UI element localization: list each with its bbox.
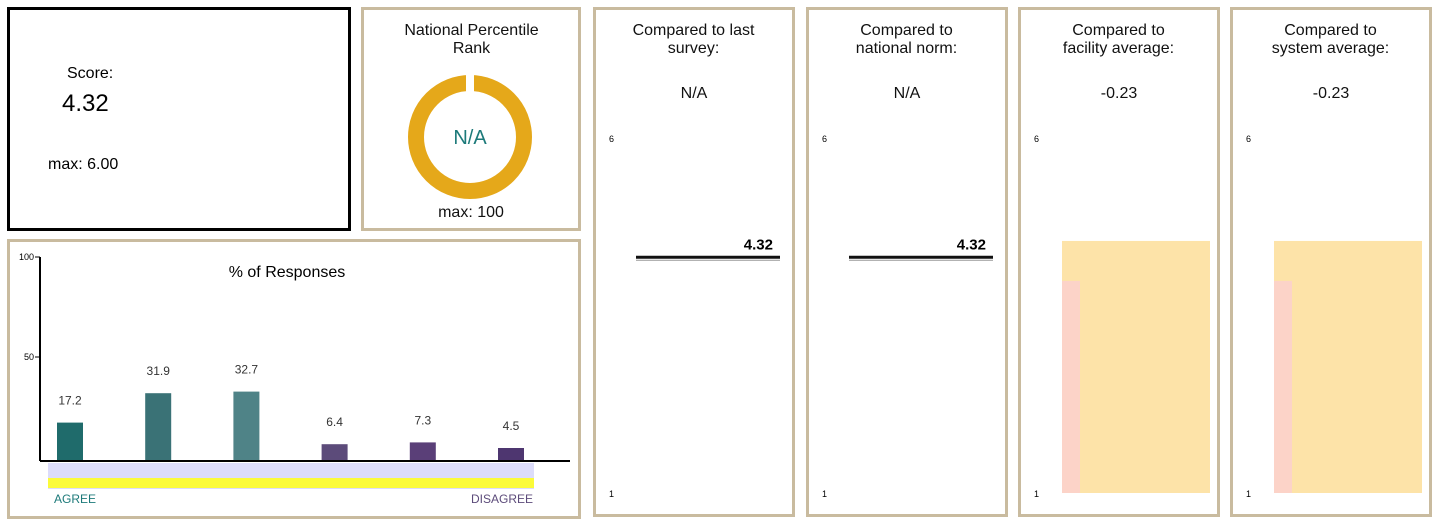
score-max: max: 6.00 <box>48 156 119 173</box>
bar-value-label: 17.2 <box>58 394 82 408</box>
bar <box>409 442 436 460</box>
comparison-value: N/A <box>680 85 708 102</box>
bar <box>57 422 83 460</box>
comparison-value: -0.23 <box>1100 85 1138 102</box>
y-tick-label: 1 <box>1246 489 1251 499</box>
donut-gap <box>466 75 474 93</box>
y-tick-label: 6 <box>822 134 827 144</box>
average-bar <box>1062 240 1210 493</box>
comparison-panel: Compared to national norm: N/A <box>806 7 1008 517</box>
y-tick-label: 6 <box>1034 134 1039 144</box>
comparison-title: Compared to national norm: <box>855 22 958 57</box>
score-label: Score: <box>67 65 114 82</box>
bar-value-label: 7.3 <box>414 413 431 427</box>
comparison-title: Compared to last survey: <box>632 22 755 57</box>
bar-value-label: 32.7 <box>235 363 259 377</box>
percentile-max: max: 100 <box>438 204 504 221</box>
disagree-label: DISAGREE <box>471 492 533 506</box>
bar-value-label: 31.9 <box>147 364 171 378</box>
percentile-panel: National Percentile Rank max: 100 <box>361 7 581 231</box>
comparison-value: -0.23 <box>1312 85 1350 102</box>
bar <box>321 444 348 460</box>
y-tick-label: 100 <box>19 252 34 262</box>
comparison-title: Compared to facility average: <box>1062 22 1175 57</box>
y-tick-label: 6 <box>609 134 614 144</box>
bar <box>498 448 524 460</box>
score-value: 4.32 <box>62 90 109 117</box>
agree-label: AGREE <box>54 492 96 506</box>
comparison-title: Compared to system average: <box>1271 22 1390 57</box>
average-bar-edge <box>1062 280 1080 493</box>
comparison-panel: Compared to system average: -0.23 <box>1230 7 1432 517</box>
scale-strip-yellow <box>48 478 534 488</box>
bar-value-label: 4.5 <box>503 419 520 433</box>
score-panel: Score: 4.32 max: 6.00 <box>7 7 351 231</box>
bar-value-label: 6.4 <box>326 415 343 429</box>
percentile-title: National Percentile Rank <box>404 22 539 57</box>
chart-title: % of Responses <box>229 264 346 281</box>
y-tick-label: 1 <box>822 489 827 499</box>
average-bar-edge <box>1274 280 1292 493</box>
y-tick-label: 50 <box>24 352 34 362</box>
score-label: 4.32 <box>957 236 986 253</box>
y-tick-label: 6 <box>1246 134 1251 144</box>
bar <box>145 393 172 460</box>
average-bar <box>1274 240 1422 493</box>
bar <box>233 391 260 460</box>
percentile-value: N/A <box>453 127 487 149</box>
y-tick-label: 1 <box>1034 489 1039 499</box>
comparison-value: N/A <box>893 85 921 102</box>
score-label: 4.32 <box>744 236 773 253</box>
y-tick-label: 1 <box>609 489 614 499</box>
